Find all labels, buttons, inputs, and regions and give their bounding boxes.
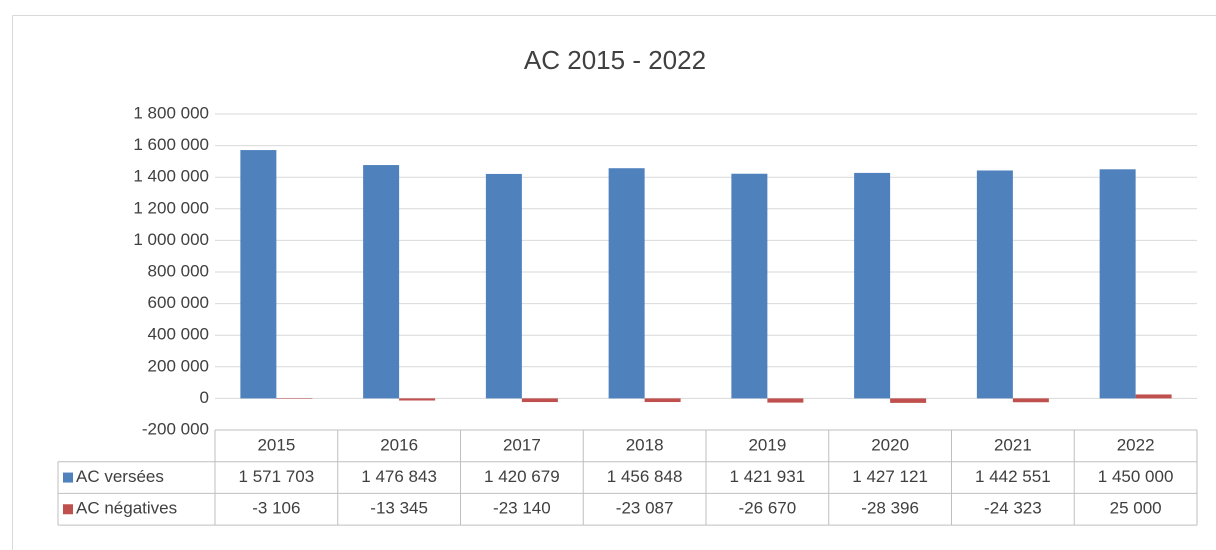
table-value: 1 476 843 — [361, 467, 437, 486]
x-tick-label: 2017 — [503, 435, 541, 454]
y-tick-label: 1 200 000 — [133, 198, 209, 217]
y-tick-label: 1 400 000 — [133, 167, 209, 186]
y-tick-label: 1 600 000 — [133, 135, 209, 154]
bar — [399, 398, 436, 401]
bar — [644, 398, 681, 403]
y-tick-label: 1 000 000 — [133, 230, 209, 249]
table-value: -13 345 — [370, 499, 428, 518]
y-tick-label: 400 000 — [148, 325, 209, 344]
table-value: 1 571 703 — [239, 467, 315, 486]
bar — [731, 173, 768, 399]
legend-label: AC versées — [76, 467, 164, 486]
bar — [1135, 394, 1172, 399]
table-value: 25 000 — [1110, 499, 1162, 518]
table-value: 1 420 679 — [484, 467, 560, 486]
x-tick-label: 2015 — [257, 435, 295, 454]
bar — [976, 170, 1013, 399]
x-tick-label: 2019 — [748, 435, 786, 454]
table-value: -24 323 — [984, 499, 1042, 518]
legend-key — [63, 504, 73, 515]
table-value: 1 427 121 — [852, 467, 928, 486]
bar — [608, 168, 645, 399]
x-tick-label: 2018 — [626, 435, 664, 454]
table-value: -28 396 — [861, 499, 919, 518]
bar — [485, 173, 522, 399]
table-value: -26 670 — [739, 499, 797, 518]
table-value: 1 450 000 — [1098, 467, 1174, 486]
legend-key — [63, 472, 73, 483]
y-tick-label: 1 800 000 — [133, 103, 209, 122]
bar — [363, 165, 400, 399]
bar — [1099, 169, 1136, 399]
x-tick-label: 2016 — [380, 435, 418, 454]
table-value: -23 087 — [616, 499, 674, 518]
y-tick-label: -200 000 — [142, 419, 209, 438]
y-tick-label: 0 — [200, 388, 209, 407]
y-tick-label: 200 000 — [148, 356, 209, 375]
table-value: 1 456 848 — [607, 467, 683, 486]
bar — [854, 172, 891, 399]
bar — [890, 398, 927, 403]
x-tick-label: 2020 — [871, 435, 909, 454]
bar — [240, 150, 277, 399]
table-value: -3 106 — [252, 499, 300, 518]
x-tick-label: 2021 — [994, 435, 1032, 454]
bar — [521, 398, 558, 403]
table-value: 1 442 551 — [975, 467, 1051, 486]
bar — [767, 398, 804, 403]
bar — [1012, 398, 1049, 403]
y-tick-label: 800 000 — [148, 261, 209, 280]
y-tick-label: 600 000 — [148, 293, 209, 312]
legend-label: AC négatives — [76, 499, 177, 518]
x-tick-label: 2022 — [1117, 435, 1155, 454]
table-value: -23 140 — [493, 499, 551, 518]
table-value: 1 421 931 — [730, 467, 806, 486]
chart-title: AC 2015 - 2022 — [524, 45, 706, 75]
